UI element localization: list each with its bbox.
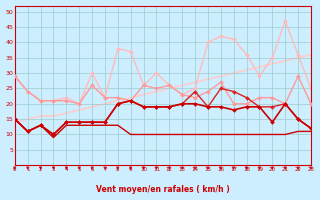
X-axis label: Vent moyen/en rafales ( km/h ): Vent moyen/en rafales ( km/h ) xyxy=(96,185,230,194)
